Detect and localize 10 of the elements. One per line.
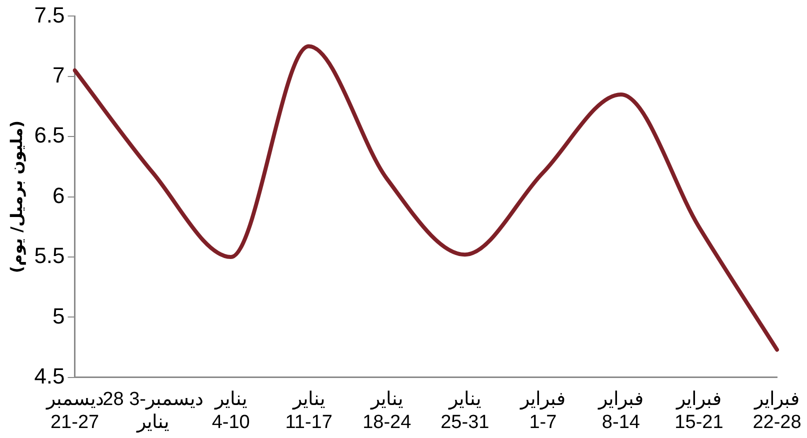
y-tick-label: 5.5 bbox=[34, 243, 65, 268]
y-tick-label: 4.5 bbox=[34, 363, 65, 388]
line-series bbox=[72, 44, 779, 352]
y-axis-title: (مليون برميل/ يوم) bbox=[6, 120, 26, 274]
y-tick-label: 7.5 bbox=[34, 2, 65, 28]
y-tick-label: 6.5 bbox=[34, 122, 65, 148]
y-tick-label: 6 bbox=[52, 182, 65, 208]
y-tick-label: 7 bbox=[52, 62, 65, 88]
x-tick-label: 28 ديسمبر-3 يناير bbox=[102, 389, 203, 433]
y-tick-label: 5 bbox=[52, 303, 65, 328]
